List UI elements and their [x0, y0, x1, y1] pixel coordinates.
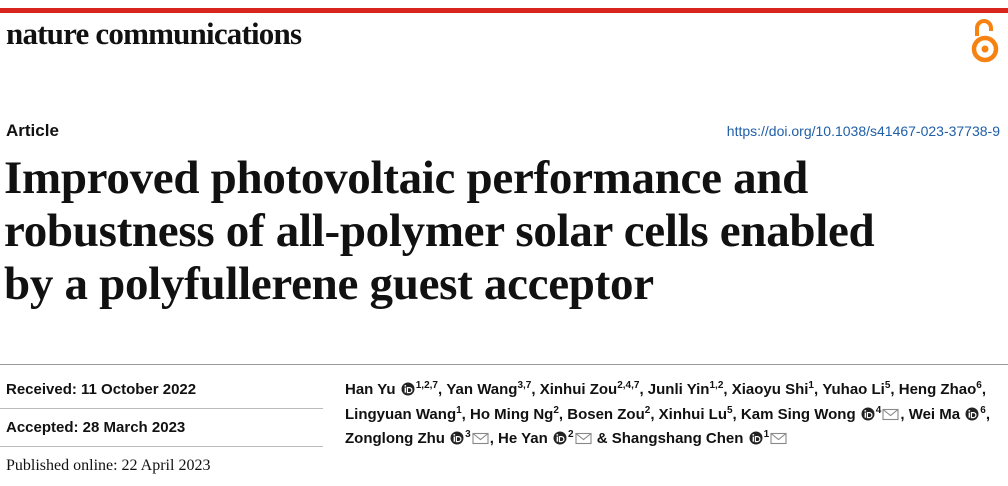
- affiliation: 1: [456, 404, 462, 416]
- author-name: Han Yu: [345, 381, 396, 398]
- affiliation: 1: [808, 380, 814, 391]
- author-name: Heng Zhao: [898, 381, 977, 398]
- author-name: Junli Yin: [647, 381, 710, 398]
- author-name: Ho Ming Ng: [470, 405, 554, 423]
- top-bar: [0, 8, 1008, 13]
- author-name: Shangshang Chen: [611, 430, 744, 447]
- separator: ,: [732, 405, 741, 423]
- author-name: Xinhui Lu: [658, 405, 727, 423]
- affiliation: 6: [980, 404, 986, 416]
- affiliation: 2: [567, 429, 574, 440]
- email-icon[interactable]: [882, 408, 899, 421]
- author-list: Han Yu 1,2,7, Yan Wang3,7, Xinhui Zou2,4…: [345, 378, 1005, 452]
- author: Shangshang Chen 1: [612, 430, 788, 447]
- published-date: Published online: 22 April 2023: [6, 457, 211, 474]
- author-name: Zonglong Zhu: [345, 430, 445, 447]
- author: Ho Ming Ng2,: [470, 404, 568, 423]
- email-icon[interactable]: [472, 432, 489, 445]
- author: Zonglong Zhu 3,: [345, 429, 499, 448]
- divider: [0, 408, 323, 409]
- author-name: Xinhui Zou: [539, 381, 618, 398]
- title-line: by a polyfullerene guest acceptor: [4, 258, 654, 310]
- author: Lingyuan Wang1,: [345, 404, 471, 423]
- author-name: Yuhao Li: [822, 381, 885, 398]
- affiliation: 1: [763, 429, 770, 440]
- separator: ,: [890, 381, 899, 398]
- author: Xinhui Lu5,: [658, 404, 741, 423]
- author: Yan Wang3,7,: [446, 380, 540, 399]
- divider: [0, 364, 1008, 365]
- received-date: Received: 11 October 2022: [6, 381, 197, 398]
- separator: ,: [558, 405, 568, 423]
- orcid-icon[interactable]: [553, 431, 567, 445]
- separator: ,: [981, 381, 986, 398]
- author-name: Kam Sing Wong: [740, 405, 856, 423]
- author-name: Wei Ma: [908, 405, 961, 423]
- orcid-icon[interactable]: [401, 382, 415, 396]
- orcid-icon[interactable]: [965, 407, 979, 421]
- doi-link[interactable]: https://doi.org/10.1038/s41467-023-37738…: [726, 123, 1000, 139]
- affiliation: 4: [875, 404, 882, 416]
- separator: ,: [461, 405, 471, 423]
- journal-name[interactable]: nature communications: [6, 16, 302, 51]
- author: Yuhao Li5,: [822, 380, 899, 399]
- author: Kam Sing Wong 4,: [740, 404, 909, 423]
- title-line: robustness of all-polymer solar cells en…: [4, 205, 875, 257]
- author: Xiaoyu Shi1,: [731, 380, 823, 399]
- affiliation: 3,7: [517, 380, 532, 391]
- separator: ,: [650, 405, 659, 423]
- author-name: Yan Wang: [446, 381, 518, 398]
- title-line: Improved photovoltaic performance and: [4, 152, 808, 204]
- open-access-icon: [971, 19, 999, 63]
- separator: ,: [639, 381, 648, 398]
- article-title: Improved photovoltaic performance and rob…: [4, 152, 875, 311]
- affiliation: 1,2,7: [415, 380, 438, 391]
- affiliation: 2: [644, 404, 651, 416]
- author-name: He Yan: [498, 430, 548, 447]
- separator: &: [596, 430, 608, 447]
- separator: ,: [985, 405, 991, 423]
- author: Junli Yin1,2,: [647, 380, 732, 399]
- divider: [0, 446, 323, 447]
- affiliation: 2,4,7: [617, 380, 640, 391]
- separator: ,: [489, 430, 499, 447]
- affiliation: 3: [465, 429, 471, 440]
- separator: ,: [900, 405, 909, 423]
- separator: ,: [531, 381, 540, 398]
- affiliation: 2: [553, 404, 559, 416]
- accepted-date: Accepted: 28 March 2023: [6, 419, 186, 436]
- email-icon[interactable]: [770, 432, 787, 445]
- affiliation: 5: [884, 380, 891, 391]
- author: Wei Ma 6,: [908, 404, 991, 423]
- author: Bosen Zou2,: [567, 404, 659, 423]
- orcid-icon[interactable]: [450, 431, 464, 445]
- separator: ,: [813, 381, 823, 398]
- email-icon[interactable]: [574, 432, 592, 445]
- author: Xinhui Zou2,4,7,: [539, 380, 648, 399]
- author-name: Lingyuan Wang: [345, 405, 457, 423]
- affiliation: 5: [726, 404, 733, 416]
- author: He Yan 2 &: [498, 429, 608, 448]
- author: Heng Zhao6,: [898, 380, 986, 399]
- orcid-icon[interactable]: [749, 431, 763, 445]
- affiliation: 6: [976, 380, 982, 391]
- affiliation: 1,2: [709, 380, 724, 391]
- separator: ,: [723, 381, 732, 398]
- article-type: Article: [6, 121, 59, 140]
- author-name: Bosen Zou: [567, 405, 645, 423]
- separator: ,: [438, 381, 447, 398]
- author-name: Xiaoyu Shi: [731, 381, 809, 398]
- author: Han Yu 1,2,7,: [345, 380, 447, 399]
- orcid-icon[interactable]: [861, 407, 875, 421]
